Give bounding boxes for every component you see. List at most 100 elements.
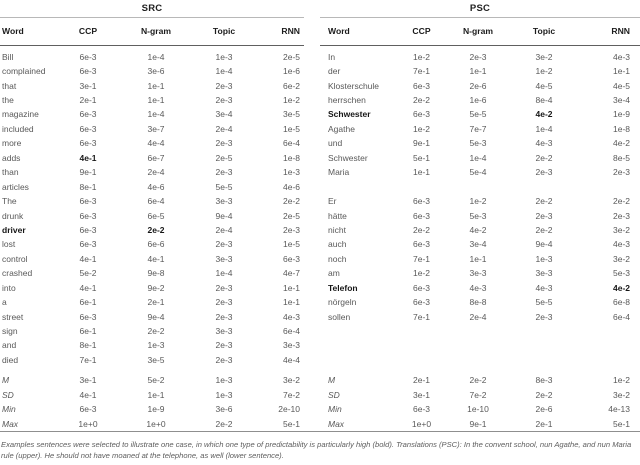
value-cell: 3e-2 [612, 389, 630, 400]
table-row: more 6e-3 4e-4 2e-3 6e-4 [0, 136, 304, 150]
word-cell: Max [2, 418, 19, 429]
table-row: der 7e-1 1e-1 1e-2 1e-1 [320, 64, 640, 78]
value-cell: 3e-1 [79, 80, 97, 91]
value-cell: 3e-2 [282, 375, 300, 386]
value-cell [395, 353, 448, 367]
value-cell: 2e-4 [469, 311, 487, 322]
value-cell: 2e-1 [535, 418, 553, 429]
table-row: Maria 1e-1 5e-4 2e-3 2e-3 [320, 165, 640, 179]
value-cell [395, 338, 448, 352]
value-cell: 1e-1 [147, 80, 165, 91]
word-cell: und [328, 138, 343, 149]
stats-row: M 3e-1 5e-2 1e-3 3e-2 [0, 373, 304, 387]
value-cell [448, 353, 508, 367]
value-cell [508, 338, 580, 352]
value-cell: 3e-4 [215, 109, 233, 120]
value-cell: 1e-1 [412, 167, 430, 178]
value-cell: 5e-5 [215, 181, 233, 192]
value-cell [580, 353, 640, 367]
word-cell: nicht [328, 224, 346, 235]
stats-row: Max 1e+0 1e+0 2e-2 5e-1 [0, 416, 304, 430]
value-cell: 2e-4 [147, 167, 165, 178]
table-row: Bill 6e-3 1e-4 1e-3 2e-5 [0, 50, 304, 64]
table-row: driver 6e-3 2e-2 2e-4 2e-3 [0, 223, 304, 237]
value-cell: 1e-4 [147, 109, 165, 120]
value-cell: 1e-1 [469, 253, 487, 264]
value-cell: 1e-10 [467, 404, 489, 415]
stats-row: SD 4e-1 1e-1 1e-3 7e-2 [0, 388, 304, 402]
value-cell: 1e+0 [78, 418, 98, 429]
word-cell: the [2, 95, 14, 106]
value-cell: 1e+0 [411, 418, 432, 429]
value-cell: 5e-5 [535, 297, 553, 308]
table-row: Er 6e-3 1e-2 2e-2 2e-2 [320, 194, 640, 208]
table-row [320, 338, 640, 352]
value-cell: 3e-2 [535, 51, 553, 62]
value-cell: 4e-3 [612, 51, 630, 62]
value-cell: 1e-1 [612, 66, 630, 77]
value-cell: 2e-3 [215, 80, 233, 91]
value-cell: 6e-8 [612, 297, 630, 308]
word-cell: than [2, 167, 19, 178]
value-cell: 3e-5 [282, 109, 300, 120]
table-row: the 2e-1 1e-1 2e-3 1e-2 [0, 93, 304, 107]
column-header-word: Word [320, 18, 395, 46]
table-row: control 4e-1 4e-1 3e-3 6e-3 [0, 252, 304, 266]
value-cell: 3e-3 [215, 196, 233, 207]
value-cell: 4e-3 [612, 239, 630, 250]
value-cell: 6e-3 [412, 282, 430, 293]
value-cell: 6e-3 [412, 210, 430, 221]
value-cell: 5e-4 [469, 167, 487, 178]
value-cell: 9e-4 [535, 239, 553, 250]
value-cell: 2e-1 [147, 297, 165, 308]
value-cell: 3e-3 [215, 253, 233, 264]
value-cell: 9e-4 [215, 210, 233, 221]
word-cell: complained [2, 66, 46, 77]
table-title-psc: PSC [320, 0, 640, 18]
value-cell: 9e-2 [147, 282, 165, 293]
value-cell: 1e-4 [535, 123, 553, 134]
column-header-rnn: RNN [580, 18, 640, 46]
value-cell: 6e-6 [147, 239, 165, 250]
stats-row: M 2e-1 2e-2 8e-3 1e-2 [320, 373, 640, 387]
value-cell: 6e-3 [282, 253, 300, 264]
word-cell: hätte [328, 210, 347, 221]
value-cell: 1e-2 [412, 51, 430, 62]
word-cell: and [2, 340, 17, 351]
value-cell: 2e-2 [535, 152, 553, 163]
value-cell: 2e-10 [278, 404, 300, 415]
value-cell: 2e-5 [282, 51, 300, 62]
value-cell: 3e-5 [147, 354, 165, 365]
table-row: drunk 6e-3 6e-5 9e-4 2e-5 [0, 208, 304, 222]
word-cell [320, 324, 395, 338]
value-cell: 6e-3 [412, 109, 430, 120]
value-cell: 4e-2 [469, 224, 487, 235]
value-cell: 6e-4 [612, 311, 630, 322]
value-cell: 4e-13 [608, 404, 630, 415]
word-cell: more [2, 138, 22, 149]
value-cell: 3e-6 [215, 404, 233, 415]
word-cell: Maria [328, 167, 350, 178]
value-cell: 6e-3 [412, 239, 430, 250]
value-cell: 6e-3 [79, 210, 97, 221]
word-cell: that [2, 80, 17, 91]
value-cell: 6e-3 [79, 196, 97, 207]
value-cell: 3e-7 [147, 123, 165, 134]
table-row: sign 6e-1 2e-2 3e-3 6e-4 [0, 324, 304, 338]
value-cell: 7e-2 [469, 389, 487, 400]
word-cell: M [2, 375, 10, 386]
table-row [320, 179, 640, 193]
word-cell: into [2, 282, 16, 293]
value-cell: 2e-2 [612, 196, 630, 207]
value-cell: 2e-3 [215, 138, 233, 149]
value-cell: 5e-3 [469, 210, 487, 221]
value-cell: 2e-3 [215, 282, 233, 293]
value-cell: 2e-3 [535, 311, 553, 322]
column-header-n-gram: N-gram [448, 18, 508, 46]
value-cell: 3e-1 [79, 375, 97, 386]
value-cell: 1e-2 [535, 66, 553, 77]
table-row: street 6e-3 9e-4 2e-3 4e-3 [0, 309, 304, 323]
value-cell: 2e-2 [535, 196, 553, 207]
value-cell: 1e-2 [612, 375, 630, 386]
